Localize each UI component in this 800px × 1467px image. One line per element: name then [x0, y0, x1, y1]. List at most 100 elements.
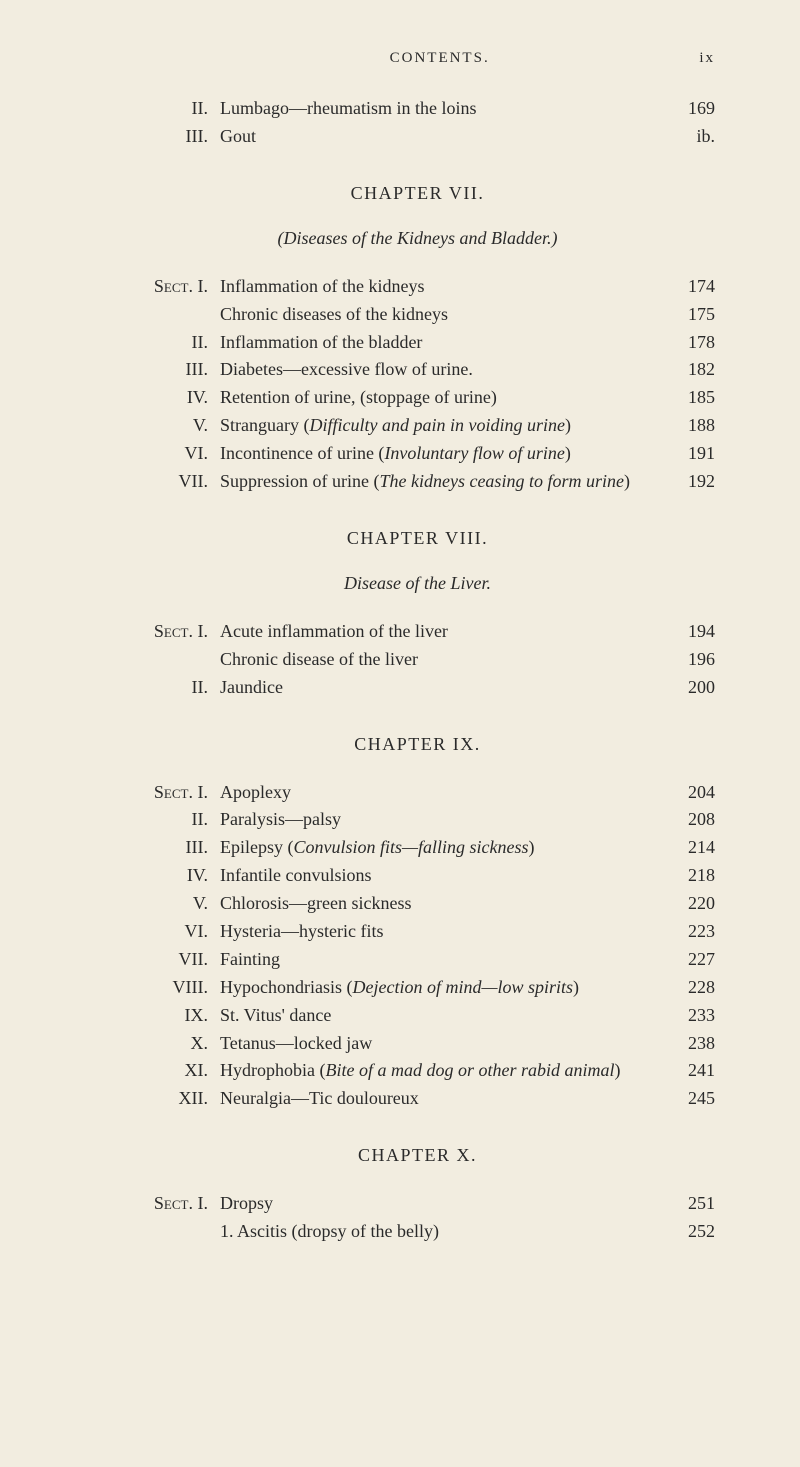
chapter-heading: CHAPTER IX. — [120, 734, 715, 755]
entry-label: VII. — [120, 468, 220, 496]
toc-entry: II.Jaundice200 — [120, 674, 715, 702]
entry-title: Hydrophobia (Bite of a mad dog or other … — [220, 1057, 669, 1085]
entry-title: 1. Ascitis (dropsy of the belly) — [220, 1218, 669, 1246]
entry-label: II. — [120, 95, 220, 123]
entry-page: 200 — [669, 674, 715, 702]
entry-label: V. — [120, 412, 220, 440]
entry-title: Chronic disease of the liver — [220, 646, 669, 674]
toc-entry: VII.Suppression of urine (The kidneys ce… — [120, 468, 715, 496]
toc-subentry: Chronic diseases of the kidneys175 — [120, 301, 715, 329]
toc-entry: III.Epilepsy (Convulsion fits—falling si… — [120, 834, 715, 862]
toc-entry: Sect. I.Acute inflammation of the liver1… — [120, 618, 715, 646]
entry-page: 192 — [669, 468, 715, 496]
entry-label: II. — [120, 329, 220, 357]
entry-page: 188 — [669, 412, 715, 440]
entry-title: Hysteria—hysteric fits — [220, 918, 669, 946]
chapter9-entries: Sect. I.Apoplexy204II.Paralysis—palsy208… — [120, 779, 715, 1114]
entry-label: Sect. I. — [120, 618, 220, 646]
chapter-heading: CHAPTER X. — [120, 1145, 715, 1166]
entry-label: IV. — [120, 384, 220, 412]
toc-entry: XII.Neuralgia—Tic douloureux245 — [120, 1085, 715, 1113]
toc-entry: VIII.Hypochondriasis (Dejection of mind—… — [120, 974, 715, 1002]
entry-title: Diabetes—excessive flow of urine. — [220, 356, 669, 384]
entry-title: Inflammation of the bladder — [220, 329, 669, 357]
entry-page: 227 — [669, 946, 715, 974]
header-page-num: ix — [699, 50, 715, 67]
entry-label: IV. — [120, 862, 220, 890]
entry-page: 223 — [669, 918, 715, 946]
entry-page: 175 — [669, 301, 715, 329]
entry-label: III. — [120, 123, 220, 151]
entry-label: XII. — [120, 1085, 220, 1113]
entry-title: Apoplexy — [220, 779, 669, 807]
chapter7-entries: Sect. I.Inflammation of the kidneys174Ch… — [120, 273, 715, 496]
toc-entry: VII.Fainting227 — [120, 946, 715, 974]
entry-title: Fainting — [220, 946, 669, 974]
toc-entry: II.Lumbago—rheumatism in the loins169 — [120, 95, 715, 123]
header-title: CONTENTS. — [180, 50, 699, 67]
entry-page: 194 — [669, 618, 715, 646]
entry-page: ib. — [669, 123, 715, 151]
chapter-heading: CHAPTER VIII. — [120, 528, 715, 549]
entry-title: Epilepsy (Convulsion fits—falling sickne… — [220, 834, 669, 862]
entry-title: Chlorosis—green sickness — [220, 890, 669, 918]
entry-page: 233 — [669, 1002, 715, 1030]
entry-title: Infantile convulsions — [220, 862, 669, 890]
entry-page: 208 — [669, 806, 715, 834]
entry-title: St. Vitus' dance — [220, 1002, 669, 1030]
entry-title: Hypochondriasis (Dejection of mind—low s… — [220, 974, 669, 1002]
entry-page: 241 — [669, 1057, 715, 1085]
entry-title: Retention of urine, (stoppage of urine) — [220, 384, 669, 412]
entry-label: Sect. I. — [120, 273, 220, 301]
entry-label: VI. — [120, 440, 220, 468]
entry-page: 238 — [669, 1030, 715, 1058]
entry-label: X. — [120, 1030, 220, 1058]
entry-page: 178 — [669, 329, 715, 357]
entry-label: VIII. — [120, 974, 220, 1002]
chapter-subtitle: (Diseases of the Kidneys and Bladder.) — [120, 228, 715, 249]
entry-page: 228 — [669, 974, 715, 1002]
entry-page: 251 — [669, 1190, 715, 1218]
page: CONTENTS. ix II.Lumbago—rheumatism in th… — [0, 0, 800, 1467]
toc-entry: II.Inflammation of the bladder178 — [120, 329, 715, 357]
entry-page: 196 — [669, 646, 715, 674]
chapter10-entries: Sect. I.Dropsy2511. Ascitis (dropsy of t… — [120, 1190, 715, 1246]
entry-label: IX. — [120, 1002, 220, 1030]
toc-entry: VI.Incontinence of urine (Involuntary fl… — [120, 440, 715, 468]
top-entries: II.Lumbago—rheumatism in the loins169III… — [120, 95, 715, 151]
toc-entry: IV.Retention of urine, (stoppage of urin… — [120, 384, 715, 412]
toc-entry: V.Chlorosis—green sickness220 — [120, 890, 715, 918]
toc-subentry: Chronic disease of the liver196 — [120, 646, 715, 674]
entry-title: Tetanus—locked jaw — [220, 1030, 669, 1058]
entry-page: 252 — [669, 1218, 715, 1246]
entry-label: III. — [120, 356, 220, 384]
toc-entry: Sect. I.Apoplexy204 — [120, 779, 715, 807]
entry-label: II. — [120, 806, 220, 834]
entry-title: Suppression of urine (The kidneys ceasin… — [220, 468, 669, 496]
entry-title: Incontinence of urine (Involuntary flow … — [220, 440, 669, 468]
entry-label: III. — [120, 834, 220, 862]
entry-title: Jaundice — [220, 674, 669, 702]
entry-title: Dropsy — [220, 1190, 669, 1218]
entry-title: Chronic diseases of the kidneys — [220, 301, 669, 329]
entry-page: 169 — [669, 95, 715, 123]
entry-title: Lumbago—rheumatism in the loins — [220, 95, 669, 123]
entry-page: 218 — [669, 862, 715, 890]
entry-title: Stranguary (Difficulty and pain in voidi… — [220, 412, 669, 440]
toc-entry: IX.St. Vitus' dance233 — [120, 1002, 715, 1030]
toc-entry: V.Stranguary (Difficulty and pain in voi… — [120, 412, 715, 440]
entry-label: Sect. I. — [120, 1190, 220, 1218]
entry-label: II. — [120, 674, 220, 702]
toc-entry: Sect. I.Inflammation of the kidneys174 — [120, 273, 715, 301]
entry-label: VII. — [120, 946, 220, 974]
entry-page: 214 — [669, 834, 715, 862]
chapter-heading: CHAPTER VII. — [120, 183, 715, 204]
toc-entry: IV.Infantile convulsions218 — [120, 862, 715, 890]
entry-title: Gout — [220, 123, 669, 151]
entry-page: 182 — [669, 356, 715, 384]
toc-entry: II.Paralysis—palsy208 — [120, 806, 715, 834]
toc-entry: Sect. I.Dropsy251 — [120, 1190, 715, 1218]
entry-page: 204 — [669, 779, 715, 807]
entry-label: V. — [120, 890, 220, 918]
entry-title: Paralysis—palsy — [220, 806, 669, 834]
